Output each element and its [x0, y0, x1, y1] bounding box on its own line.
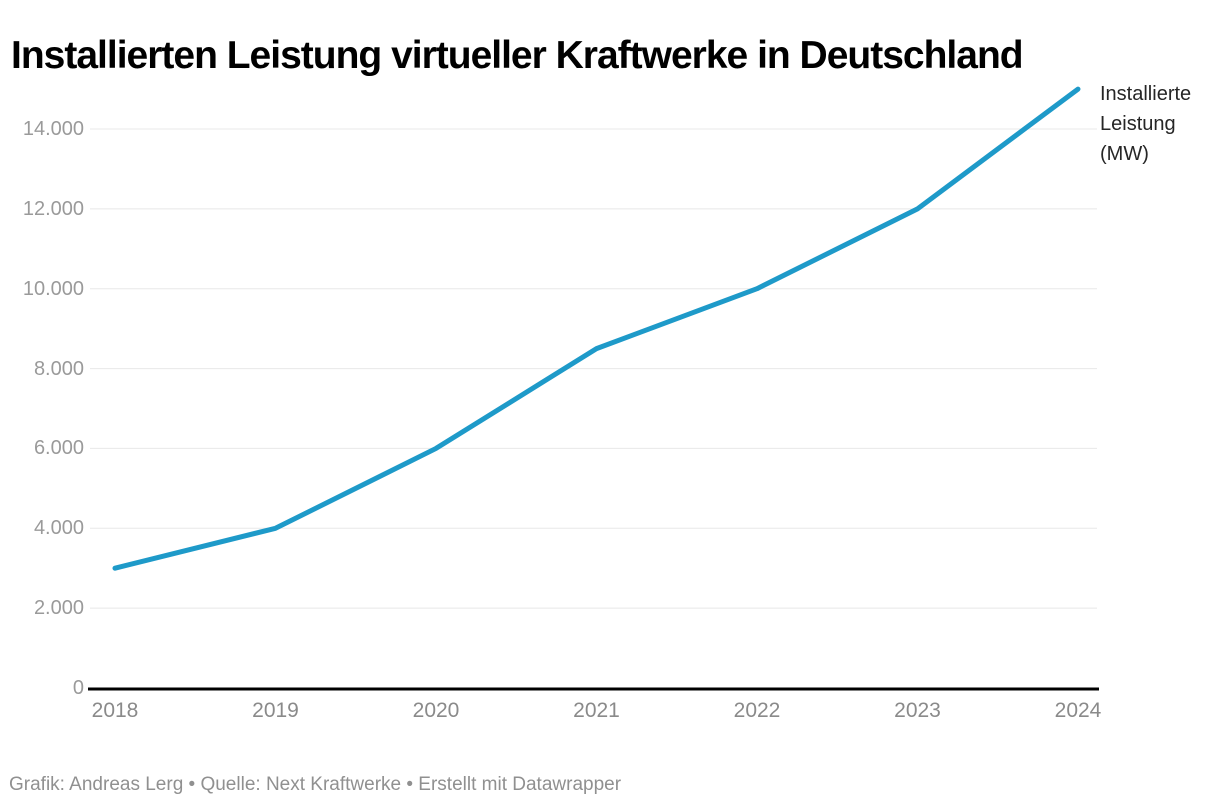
y-tick-label-4.000: 4.000: [33, 517, 84, 540]
y-tick-label-10.000: 10.000: [22, 277, 84, 300]
line-series: [112, 86, 1081, 571]
y-tick-label-0: 0: [72, 677, 84, 699]
legend-line-1: Installierte: [1100, 83, 1192, 105]
y-tick-label-12.000: 12.000: [22, 197, 84, 220]
x-tick-label-2023: 2023: [894, 699, 941, 722]
y-tick-label-14.000: 14.000: [22, 118, 84, 140]
legend-line-3: (MW): [1100, 143, 1149, 165]
x-tick-label-2021: 2021: [573, 699, 620, 722]
legend-line-2: Leistung: [1100, 113, 1176, 135]
x-tick-label-2019: 2019: [252, 699, 299, 722]
x-tick-label-2024: 2024: [1054, 699, 1102, 722]
series-legend: Installierte Leistung (MW): [1100, 79, 1191, 169]
y-tick-label-6.000: 6.000: [33, 437, 84, 460]
y-tick-label-2.000: 2.000: [33, 597, 84, 620]
y-tick-label-8.000: 8.000: [33, 357, 84, 380]
chart-title: Installierten Leistung virtueller Kraftw…: [11, 34, 1024, 78]
attribution-footer: Grafik: Andreas Lerg • Quelle: Next Kraf…: [9, 774, 622, 795]
x-tick-label-2020: 2020: [412, 699, 460, 722]
x-tick-label-2022: 2022: [733, 699, 781, 722]
x-tick-label-2018: 2018: [91, 699, 139, 722]
